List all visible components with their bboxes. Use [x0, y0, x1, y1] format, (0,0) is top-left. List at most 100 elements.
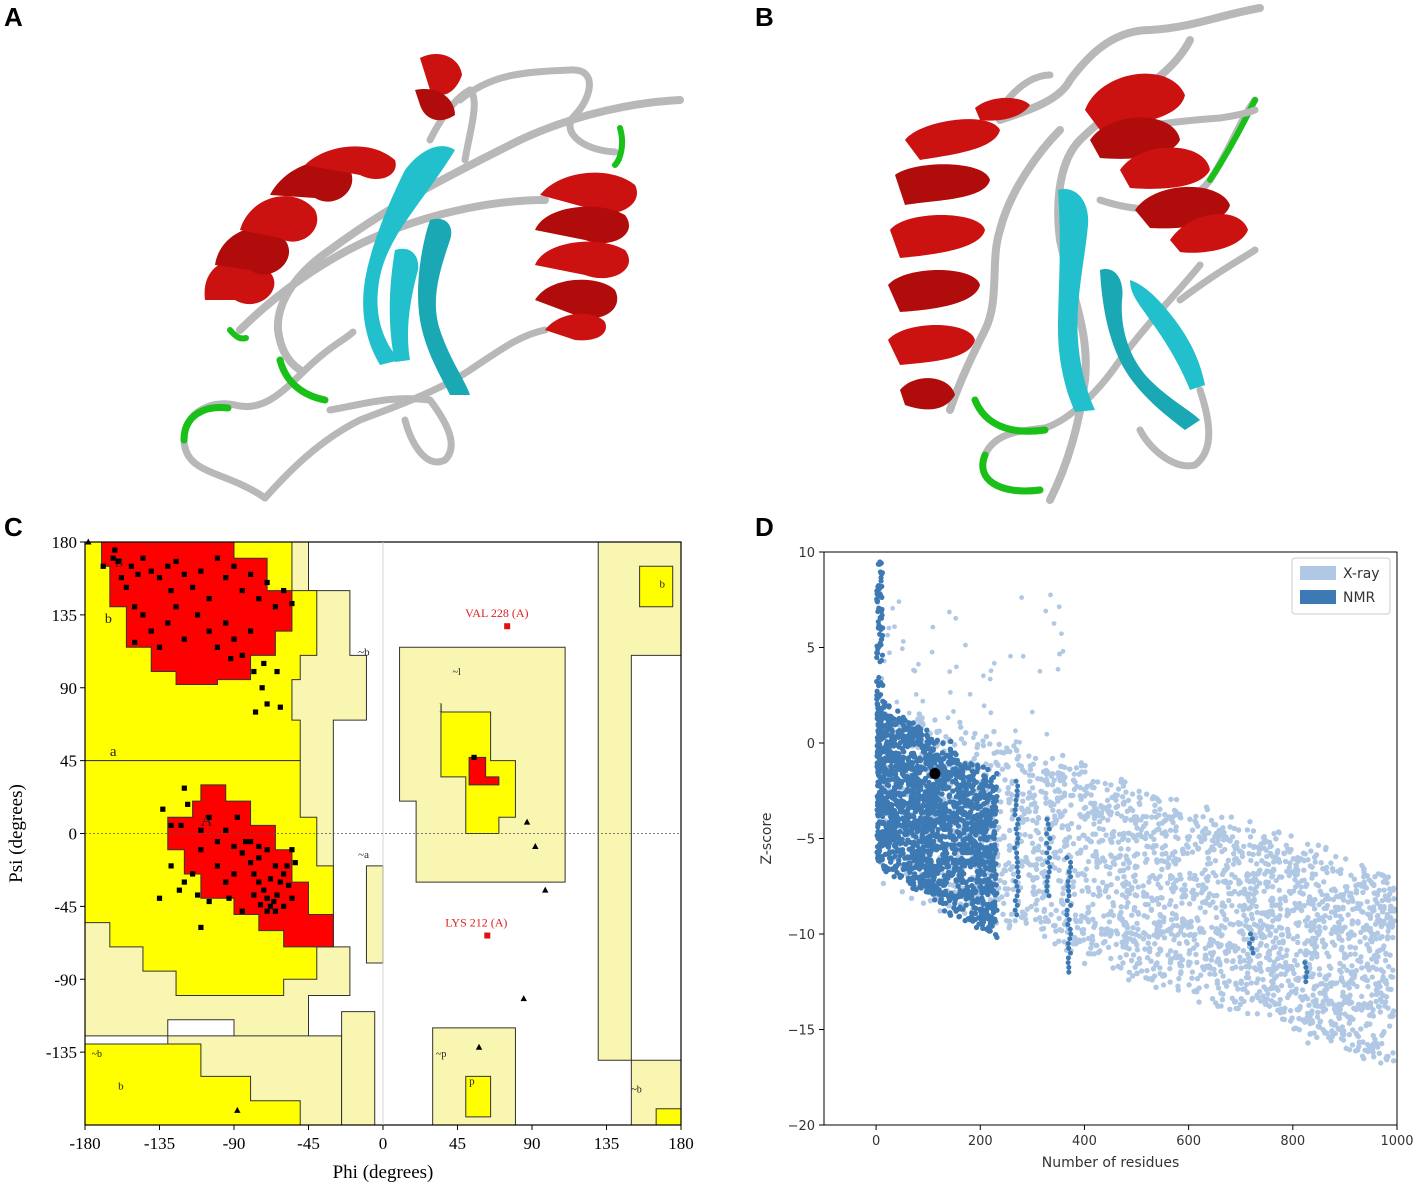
nmr-point [876, 819, 883, 825]
xray-point [1058, 775, 1064, 781]
xray-point [1189, 969, 1196, 975]
xray-point [1328, 860, 1334, 866]
xray-point [1251, 932, 1258, 938]
xray-point [1181, 882, 1188, 888]
rama-ytick-label: -90 [54, 970, 77, 989]
nmr-point [1046, 845, 1052, 851]
xray-point [1241, 936, 1247, 942]
xray-point [1172, 812, 1179, 818]
nmr-point [880, 795, 886, 801]
xray-point [1113, 941, 1119, 948]
xray-point [972, 730, 978, 737]
nmr-point [962, 917, 968, 924]
rama-point [194, 892, 201, 898]
nmr-point [917, 863, 924, 870]
xray-point [1317, 928, 1323, 934]
xray-point [1375, 912, 1381, 919]
xray-point [981, 703, 987, 709]
xray-point [1114, 810, 1121, 817]
nmr-point [953, 812, 960, 818]
xray-point [1075, 871, 1082, 877]
xray-point [1251, 843, 1257, 850]
xray-point [1304, 923, 1310, 929]
xray-point [1105, 808, 1111, 814]
xray-point [1377, 917, 1383, 924]
xray-point [1002, 777, 1008, 783]
nmr-point [971, 828, 978, 834]
xray-point [1020, 653, 1026, 659]
rama-xtick-label: -45 [297, 1134, 320, 1153]
xray-point [1237, 1001, 1244, 1008]
nmr-point [963, 896, 969, 902]
nmr-point [928, 849, 934, 855]
xray-point [1144, 914, 1150, 920]
xray-point [1223, 866, 1229, 873]
nmr-point [1065, 955, 1071, 961]
xray-point [1174, 922, 1181, 929]
nmr-point [986, 814, 993, 820]
xray-point [1180, 846, 1186, 852]
nmr-point [1014, 864, 1020, 870]
xray-point [1116, 831, 1123, 838]
nmr-point [909, 787, 915, 793]
xray-point [1254, 1011, 1261, 1017]
nmr-point [911, 883, 917, 889]
xray-point [1348, 894, 1355, 901]
rama-point [198, 827, 204, 833]
xray-point [999, 894, 1005, 900]
xray-point [1198, 838, 1205, 845]
xray-point [1081, 832, 1087, 839]
nmr-point [984, 915, 990, 921]
xray-point [1032, 755, 1039, 762]
nmr-point [908, 866, 915, 872]
xray-point [1253, 889, 1259, 895]
xray-point [1291, 957, 1298, 964]
xray-point [1004, 891, 1010, 898]
region-label: ~b [358, 646, 370, 658]
nmr-point [936, 857, 942, 863]
xray-point [1381, 887, 1387, 893]
xray-point [1085, 836, 1091, 842]
xray-point [1225, 836, 1231, 843]
xray-point [1000, 911, 1006, 917]
xray-point [937, 908, 943, 914]
nmr-point [986, 866, 993, 872]
xray-point [1268, 843, 1274, 849]
xray-point [1131, 937, 1137, 943]
xray-point [1332, 904, 1339, 910]
prosa-ytick-label: 10 [798, 546, 815, 561]
rama-point [178, 822, 184, 829]
xray-point [1175, 931, 1181, 938]
helix-a2 [415, 54, 462, 121]
xray-point [1059, 631, 1064, 637]
xray-point [1010, 871, 1017, 877]
nmr-point [971, 904, 977, 911]
xray-point [1358, 1007, 1365, 1013]
xray-point [1101, 913, 1107, 919]
xray-point [1115, 839, 1122, 845]
xray-point [1056, 808, 1062, 815]
nmr-point [949, 759, 956, 766]
xray-point [1267, 986, 1274, 992]
xray-point [1340, 905, 1346, 912]
xray-point [1151, 836, 1157, 843]
region-label: ~a [358, 849, 369, 861]
nmr-point [940, 740, 946, 746]
rama-point [231, 871, 237, 877]
xray-point [1306, 950, 1312, 956]
xray-point [1194, 976, 1201, 982]
xray-point [1052, 941, 1058, 947]
xray-point [1246, 960, 1252, 966]
xray-point [920, 900, 927, 906]
xray-point [1287, 860, 1293, 866]
xray-point [1304, 1015, 1310, 1021]
rama-point [264, 701, 270, 707]
xray-point [1048, 592, 1053, 598]
nmr-point [919, 833, 925, 839]
xray-point [1140, 823, 1147, 830]
xray-point [1117, 954, 1123, 961]
xray-point [1264, 853, 1270, 860]
rama-point [239, 908, 245, 914]
xray-point [1033, 866, 1040, 873]
xray-point [1313, 951, 1320, 957]
